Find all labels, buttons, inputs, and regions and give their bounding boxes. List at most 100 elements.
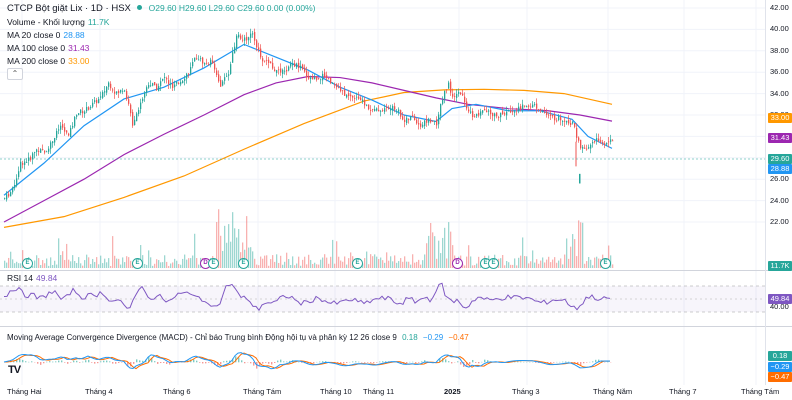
candle bbox=[382, 108, 384, 113]
macd-hist-bar bbox=[250, 362, 252, 364]
volume-bar bbox=[506, 261, 508, 268]
rsi-legend[interactable]: RSI 14 49.84 bbox=[7, 273, 57, 284]
volume-bar bbox=[94, 261, 96, 268]
macd-hist-bar bbox=[550, 362, 552, 364]
candle bbox=[96, 97, 98, 108]
candle bbox=[502, 106, 504, 115]
earnings-flag[interactable]: E bbox=[22, 258, 33, 269]
time-axis-tick: Tháng 10 bbox=[320, 387, 352, 396]
volume-bar bbox=[276, 254, 278, 268]
volume-bar bbox=[236, 237, 238, 268]
macd-hist-bar bbox=[256, 362, 258, 369]
macd-hist-bar bbox=[517, 361, 519, 363]
ma200-legend[interactable]: MA 200 close 0 33.00 bbox=[7, 56, 89, 67]
chevron-up-icon[interactable]: ⌃ bbox=[7, 68, 23, 80]
candle bbox=[322, 70, 324, 85]
candle bbox=[552, 114, 554, 119]
volume-bar bbox=[272, 255, 274, 268]
candle bbox=[460, 91, 462, 96]
volume-bar bbox=[10, 251, 12, 268]
volume-bar bbox=[188, 258, 190, 268]
macd-hist-bar bbox=[19, 358, 21, 363]
earnings-flag[interactable]: E bbox=[132, 258, 143, 269]
candle bbox=[334, 82, 336, 89]
volume-bar bbox=[608, 245, 610, 268]
candle bbox=[24, 159, 26, 170]
candle bbox=[78, 113, 80, 116]
candle bbox=[14, 179, 16, 191]
macd-hist-bar bbox=[475, 362, 477, 363]
ma100-legend[interactable]: MA 100 close 0 31.43 bbox=[7, 43, 89, 54]
candle bbox=[132, 109, 134, 128]
volume-bar bbox=[50, 257, 52, 268]
macd-hist-bar bbox=[52, 361, 54, 363]
ma20-legend[interactable]: MA 20 close 0 28.88 bbox=[7, 30, 85, 41]
volume-bar bbox=[328, 263, 330, 268]
volume-bar bbox=[542, 257, 544, 268]
rsi-badge: 49.84 bbox=[768, 294, 792, 304]
volume-bar bbox=[424, 254, 426, 268]
candle bbox=[450, 78, 452, 96]
tradingview-logo[interactable]: TV bbox=[8, 364, 21, 376]
volume-bar bbox=[388, 260, 390, 268]
macd-legend[interactable]: Moving Average Convergence Divergence (M… bbox=[7, 332, 469, 343]
candle bbox=[258, 42, 260, 53]
macd-hist-bar bbox=[223, 361, 225, 363]
candle bbox=[10, 191, 12, 197]
candle bbox=[432, 120, 434, 123]
macd-hist-bar bbox=[106, 360, 108, 363]
volume-bar bbox=[242, 242, 244, 268]
earnings-flag[interactable]: E bbox=[238, 258, 249, 269]
candle bbox=[390, 104, 392, 116]
candle bbox=[306, 66, 308, 82]
macd-hist-bar bbox=[451, 362, 453, 364]
candle bbox=[452, 88, 454, 99]
symbol-title[interactable]: CTCP Bột giặt Lix · 1D · HSX bbox=[7, 3, 131, 14]
volume-bar bbox=[348, 258, 350, 268]
candle bbox=[472, 108, 474, 121]
volume-bar bbox=[554, 257, 556, 268]
symbol-header[interactable]: CTCP Bột giặt Lix · 1D · HSX O29.60 H29.… bbox=[7, 3, 315, 14]
candle bbox=[32, 151, 34, 165]
volume-bar bbox=[258, 265, 260, 268]
volume-bar bbox=[100, 255, 102, 268]
time-axis-tick: Tháng Năm bbox=[593, 387, 633, 396]
earnings-flag[interactable]: E bbox=[352, 258, 363, 269]
macd-hist-bar bbox=[115, 362, 117, 364]
volume-bar bbox=[470, 256, 472, 268]
candle bbox=[278, 66, 280, 75]
volume-legend[interactable]: Volume - Khối lượng 11.7K bbox=[7, 17, 109, 28]
volume-bar bbox=[568, 258, 570, 268]
candle bbox=[198, 55, 200, 61]
candle bbox=[418, 117, 420, 130]
volume-bar bbox=[394, 255, 396, 268]
volume-bar bbox=[218, 209, 220, 268]
candle bbox=[388, 105, 390, 110]
earnings-flag[interactable]: E bbox=[488, 258, 499, 269]
volume-bar bbox=[294, 265, 296, 268]
macd-hist-bar bbox=[160, 362, 162, 364]
volume-bar bbox=[80, 263, 82, 268]
candle bbox=[138, 107, 140, 117]
volume-bar bbox=[590, 259, 592, 268]
volume-bar bbox=[380, 257, 382, 268]
candle bbox=[320, 78, 322, 85]
candle bbox=[374, 105, 376, 112]
earnings-flag[interactable]: E bbox=[600, 258, 611, 269]
candle bbox=[588, 144, 590, 150]
volume-bar bbox=[410, 264, 412, 268]
macd-hist-bar bbox=[340, 362, 342, 364]
earnings-flag[interactable]: E bbox=[208, 258, 219, 269]
candle bbox=[454, 92, 456, 102]
volume-bar bbox=[146, 264, 148, 268]
dividend-flag[interactable]: D bbox=[452, 258, 463, 269]
candle bbox=[394, 102, 396, 113]
candle bbox=[318, 77, 320, 80]
candle bbox=[46, 150, 48, 153]
macd-hist-bar bbox=[64, 362, 66, 363]
ma200-badge: 33.00 bbox=[768, 113, 792, 123]
volume-bar bbox=[372, 256, 374, 268]
macd-hist-bar bbox=[238, 357, 240, 363]
volume-bar bbox=[42, 260, 44, 268]
